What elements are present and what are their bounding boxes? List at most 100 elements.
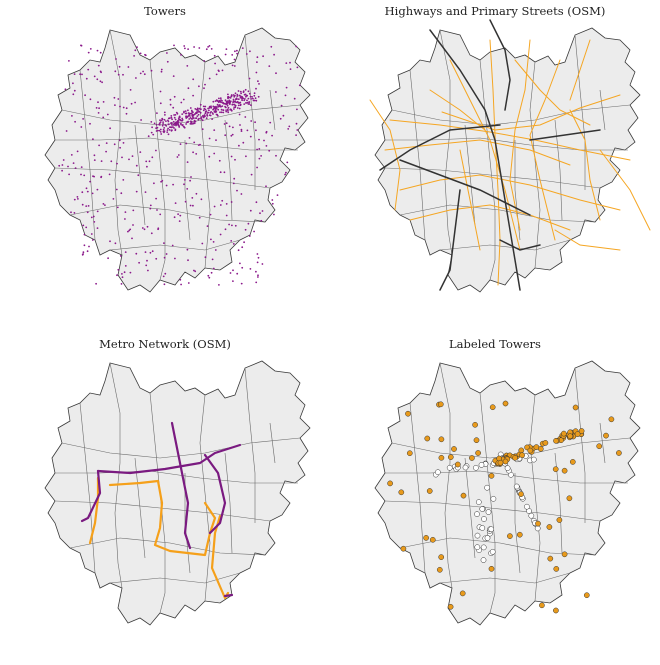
tower-point	[104, 204, 106, 207]
tower-point	[74, 120, 76, 123]
tower-point	[174, 118, 177, 121]
tower-point	[232, 280, 234, 282]
tower-point	[193, 119, 196, 122]
tower-point	[189, 123, 192, 125]
tower-point	[177, 213, 180, 216]
tower-point	[208, 155, 211, 158]
tower-point	[229, 97, 232, 99]
tower-point	[120, 192, 123, 195]
tower-point	[202, 105, 205, 108]
labeled-tower-negative	[479, 506, 486, 512]
tower-point	[215, 73, 218, 76]
tower-point	[238, 144, 240, 147]
tower-point	[142, 70, 145, 73]
tower-point	[255, 99, 258, 102]
tower-point	[209, 114, 212, 117]
tower-point	[117, 268, 120, 271]
tower-point	[270, 45, 273, 48]
tower-point	[221, 100, 224, 102]
tower-point	[252, 99, 255, 102]
tower-point	[227, 93, 229, 96]
tower-point	[173, 44, 175, 47]
tower-point	[240, 92, 243, 95]
tower-point	[180, 101, 183, 104]
tower-point	[220, 108, 223, 111]
tower-point	[230, 201, 233, 203]
tower-point	[221, 102, 224, 104]
tower-point	[73, 73, 76, 75]
tower-point	[230, 240, 233, 242]
tower-point	[128, 229, 131, 232]
labeled-tower-positive	[583, 592, 590, 599]
tower-point	[80, 126, 83, 128]
tower-point	[122, 106, 125, 109]
tower-point	[86, 211, 89, 214]
tower-point	[162, 130, 165, 133]
labeled-tower-positive	[451, 446, 457, 452]
tower-point	[171, 129, 173, 132]
tower-point	[146, 165, 148, 168]
tower-point	[192, 94, 195, 97]
tower-point	[168, 129, 171, 131]
tower-point	[249, 95, 252, 98]
tower-point	[253, 230, 256, 233]
tower-point	[209, 213, 212, 216]
tower-point	[296, 66, 299, 69]
tower-point	[118, 139, 121, 142]
tower-point	[203, 60, 206, 62]
tower-point	[193, 122, 196, 125]
tower-point	[230, 155, 233, 158]
tower-point	[173, 95, 176, 98]
tower-point	[268, 65, 271, 67]
tower-point	[139, 151, 142, 154]
tower-point	[151, 126, 154, 129]
tower-point	[173, 122, 176, 125]
tower-point	[206, 225, 209, 228]
tower-point	[207, 111, 210, 114]
tower-point	[214, 110, 217, 112]
tower-point	[89, 48, 92, 50]
panel-streets: Highways and Primary Streets (OSM)	[330, 0, 660, 332]
tower-point	[201, 242, 204, 245]
tower-point	[143, 73, 146, 76]
tower-point	[161, 179, 164, 182]
tower-point	[222, 111, 225, 114]
map-metro	[44, 360, 311, 626]
labeled-tower-positive	[400, 545, 407, 552]
tower-point	[245, 155, 247, 158]
labeled-tower-positive	[489, 404, 496, 411]
tower-point	[189, 204, 192, 207]
labeled-tower-positive	[469, 455, 475, 461]
labeled-tower-negative	[462, 464, 469, 471]
tower-point	[257, 276, 259, 278]
tower-point	[241, 99, 244, 102]
tower-point	[236, 272, 239, 275]
tower-point	[249, 50, 251, 53]
tower-point	[279, 117, 282, 120]
tower-point	[248, 101, 251, 103]
tower-point	[245, 102, 247, 104]
tower-point	[236, 49, 238, 52]
tower-point	[224, 228, 227, 231]
labeled-tower-positive	[398, 489, 405, 496]
tower-point	[187, 259, 189, 262]
tower-point	[125, 112, 128, 115]
tower-point	[185, 123, 188, 125]
labeled-tower-negative	[489, 548, 496, 555]
tower-point	[122, 142, 125, 144]
tower-point	[248, 77, 251, 80]
tower-point	[129, 271, 132, 274]
labeled-tower-negative	[528, 512, 535, 519]
tower-point	[231, 54, 234, 56]
tower-point	[258, 157, 261, 160]
tower-point	[169, 98, 172, 101]
tower-point	[89, 98, 92, 101]
tower-point	[131, 155, 134, 158]
tower-point	[218, 97, 220, 100]
tower-point	[163, 242, 165, 245]
tower-point	[230, 95, 233, 97]
tower-point	[227, 109, 229, 112]
tower-point	[93, 221, 96, 223]
tower-point	[204, 256, 207, 259]
tower-point	[271, 199, 274, 201]
